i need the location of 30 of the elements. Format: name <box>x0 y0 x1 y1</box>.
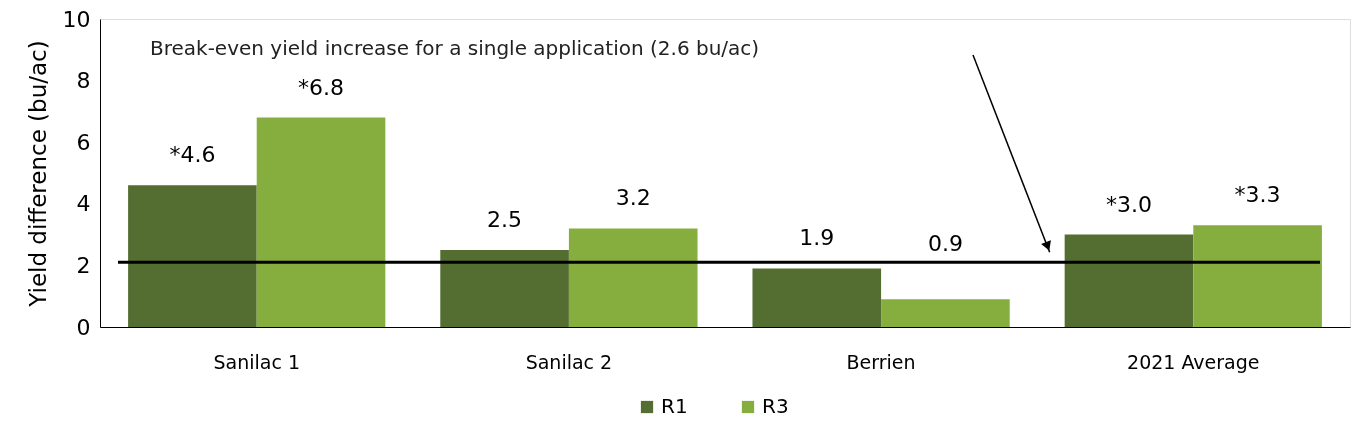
legend-label: R1 <box>661 394 688 418</box>
y-tick-label: 2 <box>76 252 91 278</box>
y-axis-title: Yield difference (bu/ac) <box>24 40 51 308</box>
y-tick-label: 4 <box>76 191 91 217</box>
x-tick-label: 2021 Average <box>1127 350 1260 373</box>
data-label: *3.0 <box>1105 191 1152 217</box>
data-label: 0.9 <box>927 231 963 257</box>
x-tick-label: Sanilac 2 <box>525 350 613 373</box>
legend-label: R3 <box>762 394 789 418</box>
data-label: *4.6 <box>169 142 216 168</box>
bar <box>440 250 569 327</box>
data-label: 3.2 <box>615 185 651 211</box>
y-tick-label: 0 <box>76 314 91 340</box>
bar <box>1193 225 1322 327</box>
y-tick-label: 8 <box>76 68 91 94</box>
bar <box>1064 234 1194 327</box>
annotation: Break-even yield increase for a single application (2.6 bu/ac) <box>150 36 760 60</box>
x-tick-label: Berrien <box>846 350 916 373</box>
data-label: 2.5 <box>487 207 523 232</box>
data-label: *6.8 <box>298 74 345 100</box>
bar <box>881 299 1010 327</box>
data-label: *3.3 <box>1234 182 1281 208</box>
bar <box>752 268 882 327</box>
bar <box>128 185 257 327</box>
bar <box>568 228 698 327</box>
y-tick-label: 6 <box>76 129 91 155</box>
data-label: 1.9 <box>799 225 835 251</box>
bar <box>256 117 386 327</box>
y-tick-label: 10 <box>62 6 91 32</box>
x-tick-label: Sanilac 1 <box>213 350 300 373</box>
